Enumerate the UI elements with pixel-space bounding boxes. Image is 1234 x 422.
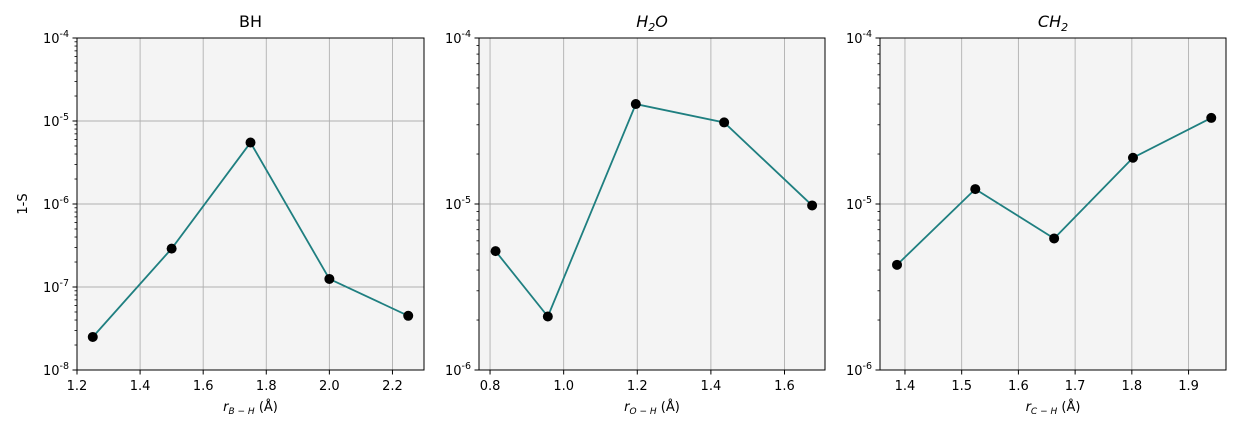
chart-panel-3: 10-6 10-5 10-4 1.4 1.5 1.6 1.7 1.8 1.9 CH2 rC − H …	[846, 12, 1227, 417]
y-tick-label: 10-4	[445, 29, 471, 47]
x-tick-label: 1.6	[774, 379, 795, 394]
axes-frame	[478, 37, 826, 371]
y-tick-label: 10-5	[43, 112, 69, 130]
y-tick-label: 10-5	[445, 195, 471, 213]
y-tick-label: 10-6	[43, 195, 69, 213]
data-point	[719, 117, 730, 128]
data-point	[542, 311, 553, 322]
x-axis-label: rC − H (Å)	[1026, 399, 1081, 417]
data-point	[1127, 152, 1138, 163]
axes-frame	[76, 37, 425, 371]
data-point	[324, 273, 335, 284]
chart-title: CH2	[1038, 12, 1068, 34]
y-tick-label: 10-7	[43, 278, 69, 296]
data-point	[1049, 233, 1060, 244]
chart-title: BH	[239, 12, 262, 31]
data-point	[403, 310, 414, 321]
y-axis-label: 1-S	[16, 193, 31, 214]
data-point	[970, 184, 981, 195]
x-tick-label: 1.6	[193, 379, 214, 394]
data-point	[245, 137, 256, 148]
x-tick-label: 1.8	[1121, 379, 1142, 394]
data-point	[807, 200, 818, 211]
y-tick-label: 10-6	[846, 361, 872, 379]
data-point	[1206, 112, 1217, 123]
chart-title: H2O	[636, 12, 668, 34]
x-tick-label: 1.6	[1008, 379, 1029, 394]
data-point	[166, 243, 177, 254]
x-tick-label: 1.0	[553, 379, 574, 394]
y-tick-label: 10-4	[43, 29, 69, 47]
x-tick-label: 0.8	[480, 379, 501, 394]
x-tick-label: 1.2	[627, 379, 648, 394]
data-point	[490, 246, 501, 257]
x-tick-label: 1.9	[1178, 379, 1199, 394]
y-tick-label: 10-6	[445, 361, 471, 379]
data-point	[892, 259, 903, 270]
x-tick-label: 1.4	[701, 379, 722, 394]
x-tick-label: 1.4	[895, 379, 916, 394]
data-point	[630, 99, 641, 110]
x-axis-label: rO − H (Å)	[624, 399, 680, 417]
chart-panel-1: 10-8 10-7 10-6 10-5 10-4 1.2 1.4 1.6 1.8 2.0 2.2 BH…	[16, 12, 425, 417]
x-tick-label: 1.2	[67, 379, 88, 394]
y-tick-label: 10-4	[846, 29, 872, 47]
y-tick-label: 10-8	[43, 361, 69, 379]
x-axis-label: rB − H (Å)	[223, 399, 278, 417]
y-tick-label: 10-5	[846, 195, 872, 213]
x-tick-label: 1.8	[256, 379, 277, 394]
data-point	[87, 331, 98, 342]
axes-frame	[879, 37, 1227, 371]
x-tick-label: 2.0	[319, 379, 340, 394]
chart-panel-2: 10-6 10-5 10-4 0.8 1.0 1.2 1.4 1.6 H2O rO − H (Å)	[445, 12, 826, 417]
x-tick-label: 2.2	[382, 379, 403, 394]
x-tick-label: 1.5	[951, 379, 972, 394]
x-tick-label: 1.7	[1065, 379, 1086, 394]
x-tick-label: 1.4	[130, 379, 151, 394]
